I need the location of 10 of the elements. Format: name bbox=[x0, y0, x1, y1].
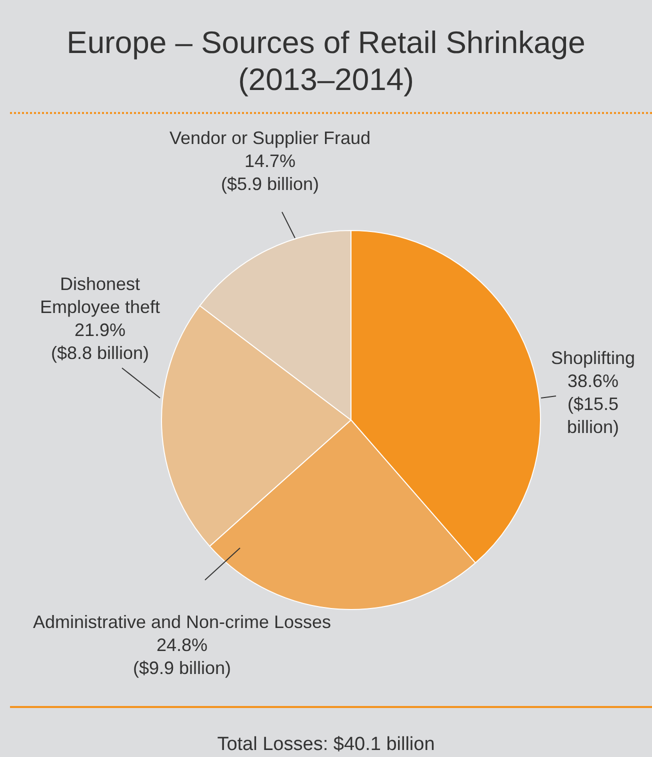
slice-label: Shoplifting bbox=[550, 348, 636, 368]
data-label: 24.8% ($9.9 billion) bbox=[132, 634, 232, 678]
text: Total Losses: $40.1 billion bbox=[216, 734, 436, 756]
data-label: 14.7% ($5.9 billion) bbox=[220, 150, 320, 194]
chart-title: Europe – Sources of Retail Shrinkage (2013–2014) bbox=[66, 24, 586, 98]
slice-label: Administrative and Non-crime Losses bbox=[32, 612, 332, 632]
slice-label: Vendor or Supplier Fraud bbox=[169, 128, 371, 148]
data-label: 38.6% ($15.5 billion) bbox=[566, 370, 620, 437]
slice-label: Dishonest Employee theft bbox=[40, 274, 160, 317]
data-label: 21.9% ($8.8 billion) bbox=[50, 320, 150, 363]
